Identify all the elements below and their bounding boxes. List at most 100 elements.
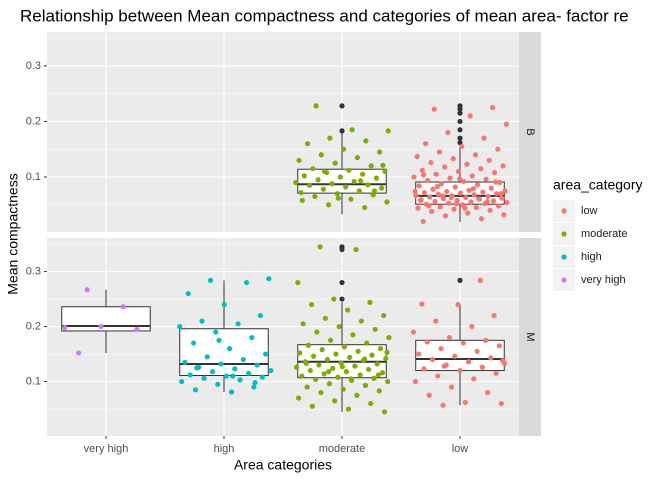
jitter-point (304, 384, 310, 390)
jitter-point (481, 135, 487, 141)
jitter-point (468, 199, 474, 205)
jitter-point (452, 353, 458, 359)
jitter-point (470, 186, 477, 192)
jitter-point (477, 277, 483, 283)
jitter-point (331, 296, 337, 302)
jitter-point (345, 406, 352, 412)
jitter-point (472, 152, 479, 158)
jitter-point (324, 356, 330, 363)
legend-marker (561, 231, 567, 237)
jitter-point (440, 402, 446, 408)
jitter-point (179, 378, 185, 385)
jitter-point (495, 203, 502, 209)
jitter-point (444, 188, 450, 195)
jitter-point (223, 373, 229, 379)
jitter-point (451, 206, 457, 212)
jitter-point (300, 321, 306, 327)
legend-marker (561, 277, 567, 283)
jitter-point (457, 367, 463, 374)
facet-strip (519, 32, 541, 232)
jitter-point (438, 181, 445, 187)
jitter-point (482, 337, 489, 343)
jitter-point (362, 382, 369, 388)
jitter-point (332, 398, 338, 404)
jitter-point (502, 188, 508, 194)
jitter-point (425, 177, 431, 183)
jitter-point (375, 372, 382, 378)
jitter-point (462, 399, 468, 406)
jitter-point (354, 392, 360, 398)
jitter-point (381, 312, 387, 319)
jitter-point (213, 329, 219, 335)
jitter-point (429, 356, 436, 363)
jitter-point (293, 364, 300, 370)
jitter-point (414, 153, 420, 160)
jitter-point (252, 380, 258, 386)
jitter-point (381, 409, 388, 415)
jitter-point (358, 318, 365, 324)
jitter-point (316, 362, 322, 368)
jitter-point (424, 339, 430, 345)
jitter-point (343, 184, 349, 190)
jitter-point (431, 106, 437, 112)
jitter-point (364, 340, 370, 346)
jitter-point (486, 157, 492, 163)
jitter-point (320, 186, 326, 192)
jitter-point (254, 362, 260, 368)
jitter-point (411, 174, 417, 180)
jitter-point (330, 365, 336, 371)
jitter-point (455, 301, 461, 308)
jitter-point (204, 354, 210, 360)
jitter-point (356, 188, 362, 194)
jitter-point (340, 386, 346, 392)
jitter-point (228, 389, 235, 395)
jitter-point (385, 378, 391, 385)
jitter-point (312, 193, 318, 200)
jitter-point (249, 334, 255, 341)
jitter-point (296, 157, 302, 163)
jitter-point (489, 104, 496, 111)
jitter-point (310, 166, 316, 172)
jitter-point (358, 178, 364, 184)
jitter-point (362, 204, 368, 211)
outlier (339, 279, 345, 286)
jitter-point (437, 204, 443, 210)
jitter-point (350, 332, 356, 338)
jitter-point (365, 182, 371, 188)
jitter-point (466, 187, 472, 193)
jitter-point (501, 212, 507, 218)
jitter-point (499, 358, 506, 364)
jitter-point (412, 188, 418, 195)
jitter-point (308, 301, 315, 308)
jitter-point (354, 154, 360, 161)
jitter-point (379, 370, 386, 376)
y-tick-label: 0.2 (26, 320, 41, 332)
jitter-point (457, 176, 463, 182)
jitter-point (419, 301, 425, 307)
jitter-point (182, 359, 188, 365)
jitter-point (192, 387, 199, 393)
x-tick-label: very high (84, 443, 129, 455)
jitter-point (457, 190, 464, 196)
jitter-point (353, 246, 359, 253)
y-tick-label: 0.3 (26, 60, 41, 72)
jitter-point (384, 349, 390, 355)
jitter-point (322, 315, 328, 321)
jitter-point (259, 374, 265, 380)
jitter-point (194, 365, 200, 371)
jitter-point (372, 326, 378, 332)
jitter-point (349, 127, 355, 133)
jitter-point (339, 364, 345, 370)
jitter-point (309, 403, 315, 409)
jitter-point (480, 189, 486, 195)
jitter-point (374, 361, 380, 367)
jitter-point (426, 203, 432, 209)
x-axis-title: Area categories (234, 457, 332, 473)
jitter-point (352, 363, 358, 369)
outlier (339, 103, 345, 109)
jitter-point (493, 179, 499, 185)
jitter-point (455, 168, 462, 175)
jitter-point (483, 176, 489, 182)
jitter-point (442, 213, 449, 219)
